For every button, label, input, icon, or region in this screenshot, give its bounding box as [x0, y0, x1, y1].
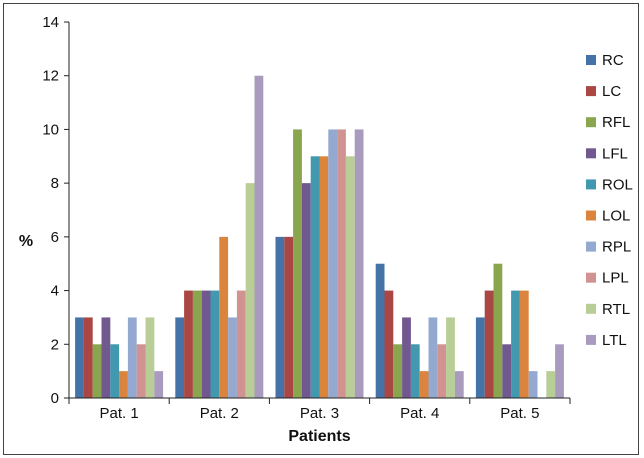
y-axis-title: % — [19, 233, 33, 250]
bar-ltl-3 — [354, 129, 364, 398]
bar-rpl-3 — [328, 129, 338, 398]
legend-label-rc: RC — [602, 52, 624, 69]
legend-swatch-rfl — [586, 117, 596, 128]
legend-swatch-lol — [586, 210, 596, 221]
x-tick-label: Pat. 5 — [500, 405, 539, 422]
bar-ltl-5 — [555, 344, 564, 398]
bar-rtl-2 — [245, 183, 255, 398]
legend-label-rfl: RFL — [602, 114, 630, 131]
bar-rpl-5 — [528, 371, 538, 398]
legend-label-lpl: LPL — [602, 270, 629, 287]
bar-rtl-4 — [446, 317, 455, 398]
bar-lol-2 — [219, 236, 229, 398]
bar-lc-5 — [484, 290, 494, 398]
bar-lfl-2 — [201, 290, 211, 398]
bar-rtl-1 — [145, 317, 155, 398]
bar-lfl-1 — [101, 317, 111, 398]
legend-swatch-rpl — [586, 241, 596, 252]
y-tick-label: 0 — [51, 390, 59, 407]
bar-rfl-3 — [293, 129, 302, 398]
bar-rol-2 — [210, 290, 220, 398]
bar-lc-1 — [83, 317, 93, 398]
y-tick-label: 8 — [51, 175, 59, 192]
bar-rc-2 — [175, 317, 185, 398]
x-axis-title: Patients — [288, 428, 350, 445]
bar-ltl-4 — [454, 371, 464, 398]
x-tick-label: Pat. 3 — [300, 405, 339, 422]
bar-lol-5 — [519, 290, 529, 398]
x-tick-label: Pat. 4 — [400, 405, 439, 422]
bar-lpl-4 — [437, 344, 447, 398]
legend-label-rtl: RTL — [602, 301, 630, 318]
bar-lfl-3 — [301, 183, 311, 398]
x-tick-label: Pat. 1 — [99, 405, 138, 422]
y-tick-label: 4 — [51, 283, 59, 300]
legend-swatch-lc — [586, 86, 596, 97]
bar-rfl-5 — [493, 263, 503, 398]
bar-rfl-1 — [92, 344, 102, 398]
bars-group — [75, 75, 564, 399]
y-tick-label: 6 — [51, 229, 59, 246]
bar-lc-2 — [184, 290, 193, 398]
bar-rc-5 — [475, 317, 485, 398]
bar-lpl-3 — [337, 129, 346, 398]
legend-label-lfl: LFL — [602, 145, 628, 162]
bar-lol-4 — [419, 371, 429, 398]
bar-lfl-4 — [402, 317, 411, 398]
bar-rol-1 — [110, 344, 120, 398]
bar-rtl-3 — [345, 156, 355, 398]
legend-label-rpl: RPL — [602, 239, 631, 256]
y-tick-label: 12 — [42, 68, 59, 85]
bar-rol-4 — [410, 344, 420, 398]
y-tick-label: 2 — [51, 336, 59, 353]
legend-label-rol: ROL — [602, 176, 633, 193]
bar-rfl-4 — [393, 344, 403, 398]
bar-ltl-1 — [154, 371, 164, 398]
legend-swatch-rc — [586, 55, 596, 65]
legend-label-lol: LOL — [602, 208, 630, 225]
bar-rol-5 — [511, 290, 520, 398]
bar-rpl-2 — [228, 317, 237, 398]
bar-lfl-5 — [502, 344, 512, 398]
y-tick-label: 10 — [42, 121, 59, 138]
legend-swatch-lfl — [586, 148, 596, 159]
x-tick-label: Pat. 2 — [200, 405, 239, 422]
bar-rfl-2 — [192, 290, 202, 398]
legend-swatch-lpl — [586, 272, 596, 283]
legend-swatch-rtl — [586, 303, 596, 314]
bar-rpl-4 — [428, 317, 438, 398]
bar-lpl-2 — [236, 290, 246, 398]
bar-rc-3 — [275, 236, 285, 398]
bar-ltl-2 — [254, 75, 264, 399]
bar-lc-3 — [284, 236, 294, 398]
bar-rpl-1 — [127, 317, 137, 398]
legend: RC LC RFL LFL ROL LOL RPL LPL RTL LTL — [586, 52, 633, 349]
bar-rc-1 — [75, 317, 84, 398]
axes-group: 0 2 4 6 8 10 12 14 Pat. 1 Pat. 2 Pat. 3 Pat. 4 Pat. … — [42, 14, 571, 422]
bar-lol-1 — [119, 371, 128, 398]
legend-label-ltl: LTL — [602, 332, 627, 349]
bar-lpl-1 — [136, 344, 146, 398]
bar-rtl-5 — [546, 371, 556, 398]
bar-lc-4 — [384, 290, 394, 398]
bar-rc-4 — [375, 263, 385, 398]
bar-rol-3 — [310, 156, 320, 398]
bar-lol-3 — [319, 156, 329, 398]
legend-swatch-ltl — [586, 334, 596, 345]
y-tick-label: 14 — [42, 14, 59, 31]
legend-label-lc: LC — [602, 83, 621, 100]
legend-swatch-rol — [586, 179, 596, 190]
